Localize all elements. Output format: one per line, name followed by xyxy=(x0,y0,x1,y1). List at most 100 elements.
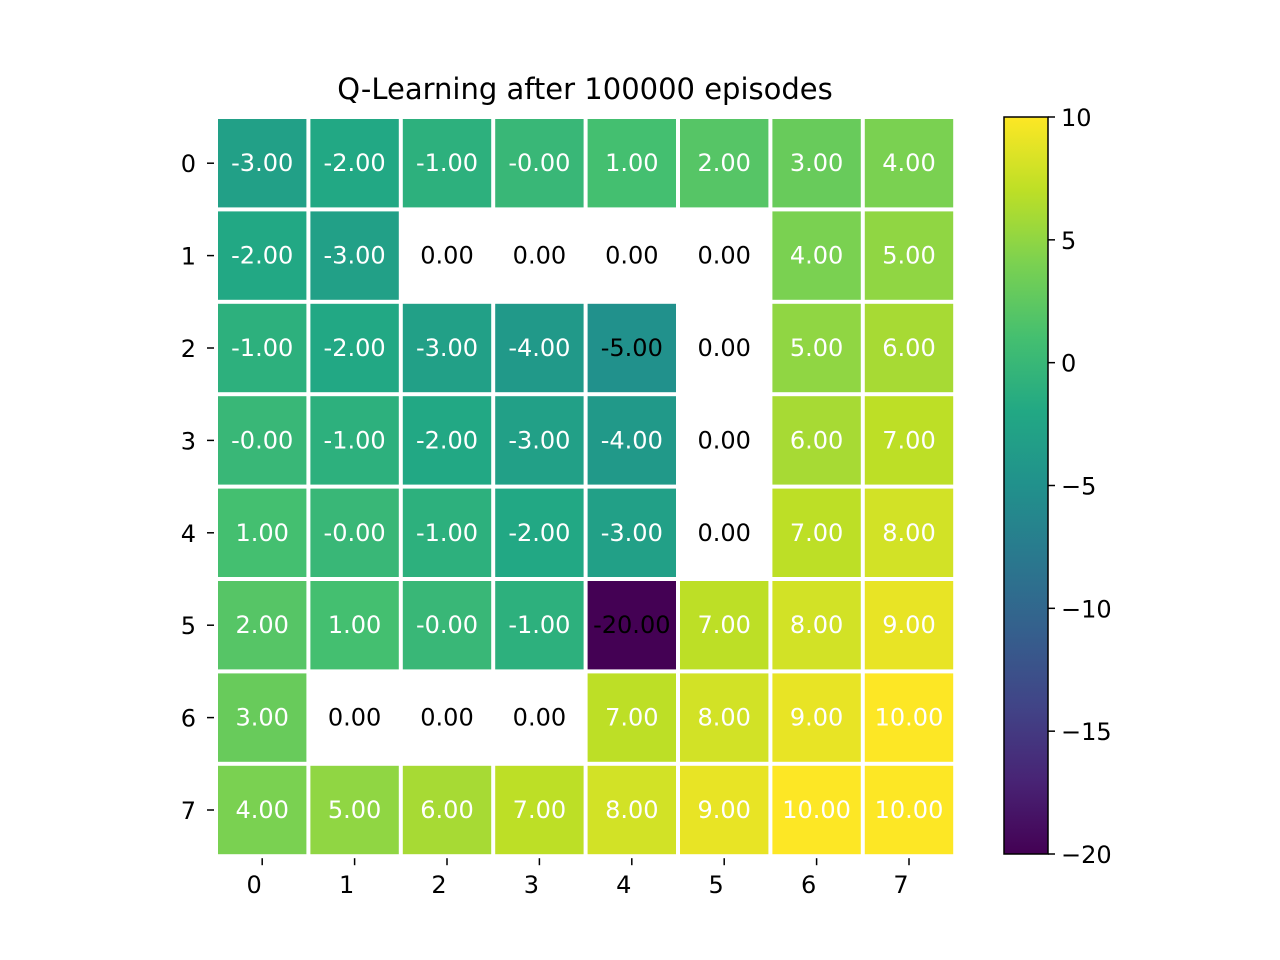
heatmap-cell-3-6 xyxy=(772,396,861,485)
heatmap-cell-3-0 xyxy=(218,396,307,485)
colorbar-tick-label-0: 10 xyxy=(1061,104,1092,132)
heatmap-cell-7-7 xyxy=(864,765,954,855)
heatmap-cell-6-7 xyxy=(864,673,954,762)
cell-value-label-2-6: 5.00 xyxy=(790,334,843,362)
colorbar: 10 5 0 −5 −10 −15 −20 xyxy=(1003,104,1112,869)
cell-value-label-3-4: -4.00 xyxy=(601,426,663,454)
heatmap-cell-0-0 xyxy=(218,119,307,208)
cell-value-label-3-6: 6.00 xyxy=(790,426,843,454)
heatmap-cell-2-1 xyxy=(310,303,399,393)
cell-value-label-7-5: 9.00 xyxy=(697,796,750,824)
heatmap-cell-0-7 xyxy=(864,119,954,208)
heatmap-cell-7-5 xyxy=(680,765,769,855)
cell-value-label-1-5: 0.00 xyxy=(697,242,750,270)
heatmap-cell-0-5 xyxy=(680,119,769,208)
heatmap-cell-4-4 xyxy=(587,488,676,577)
cell-value-label-5-7: 9.00 xyxy=(882,611,935,639)
heatmap-cell-4-7 xyxy=(864,488,954,577)
cell-value-label-3-7: 7.00 xyxy=(882,426,935,454)
heatmap-cell-4-3 xyxy=(495,488,584,577)
cell-value-label-2-7: 6.00 xyxy=(882,334,935,362)
cell-value-label-3-5: 0.00 xyxy=(697,426,750,454)
cell-value-label-6-0: 3.00 xyxy=(235,704,288,732)
x-tick-label-7: 7 xyxy=(893,871,908,899)
heatmap-cell-6-0 xyxy=(218,673,307,762)
heatmap-cell-2-4 xyxy=(587,303,676,393)
cell-value-label-0-1: -2.00 xyxy=(324,149,386,177)
colorbar-tick-label-2: 0 xyxy=(1061,350,1076,378)
x-tick-label-0: 0 xyxy=(247,871,262,899)
heatmap-cell-3-2 xyxy=(402,396,492,485)
cell-value-label-6-1: 0.00 xyxy=(328,704,381,732)
cell-value-label-2-0: -1.00 xyxy=(231,334,293,362)
heatmap-cell-3-1 xyxy=(310,396,399,485)
heatmap-cell-0-1 xyxy=(310,119,399,208)
heatmap-cell-7-2 xyxy=(402,765,492,855)
cell-value-label-3-1: -1.00 xyxy=(324,426,386,454)
cell-value-label-4-1: -0.00 xyxy=(324,519,386,547)
cell-value-label-6-4: 7.00 xyxy=(605,704,658,732)
y-tick-label-5: 5 xyxy=(181,612,196,640)
x-tick-label-4: 4 xyxy=(616,871,631,899)
cell-value-label-7-7: 10.00 xyxy=(875,796,944,824)
heatmap-cell-7-3 xyxy=(495,765,584,855)
x-tick-label-3: 3 xyxy=(524,871,539,899)
cell-value-label-5-6: 8.00 xyxy=(790,611,843,639)
cell-value-label-2-4: -5.00 xyxy=(601,334,663,362)
heatmap-cell-7-1 xyxy=(310,765,399,855)
heatmap-cell-3-4 xyxy=(587,396,676,485)
heatmap-cell-4-6 xyxy=(772,488,861,577)
cell-value-label-6-6: 9.00 xyxy=(790,704,843,732)
cell-value-label-2-5: 0.00 xyxy=(697,334,750,362)
cell-value-label-0-4: 1.00 xyxy=(605,149,658,177)
heatmap-cell-0-4 xyxy=(587,119,676,208)
x-axis: 0 1 2 3 4 5 6 7 xyxy=(247,858,910,899)
heatmap-cell-6-5 xyxy=(680,673,769,762)
cell-value-label-1-7: 5.00 xyxy=(882,242,935,270)
cell-value-label-6-5: 8.00 xyxy=(697,704,750,732)
cell-value-label-1-6: 4.00 xyxy=(790,242,843,270)
chart-title: Q-Learning after 100000 episodes xyxy=(337,72,832,106)
heatmap-cell-1-0 xyxy=(218,211,307,300)
cell-value-label-5-0: 2.00 xyxy=(235,611,288,639)
cell-value-label-7-0: 4.00 xyxy=(235,796,288,824)
heatmap-cells: -3.00 -2.00 -1.00 -0.00 1.00 2.00 3.00 4.00 -2.0… xyxy=(218,119,954,855)
y-tick-label-7: 7 xyxy=(181,797,196,825)
cell-value-label-3-2: -2.00 xyxy=(416,426,478,454)
heatmap-cell-3-7 xyxy=(864,396,954,485)
heatmap-cell-1-1 xyxy=(310,211,399,300)
y-tick-label-3: 3 xyxy=(181,427,196,455)
cell-value-label-2-2: -3.00 xyxy=(416,334,478,362)
heatmap-cell-5-5 xyxy=(680,581,769,670)
heatmap-cell-5-1 xyxy=(310,581,399,670)
heatmap-cell-2-7 xyxy=(864,303,954,393)
cell-value-label-4-6: 7.00 xyxy=(790,519,843,547)
cell-value-label-4-0: 1.00 xyxy=(235,519,288,547)
cell-value-label-2-1: -2.00 xyxy=(324,334,386,362)
cell-value-label-5-4: -20.00 xyxy=(593,611,670,639)
heatmap-cell-0-3 xyxy=(495,119,584,208)
cell-value-label-0-5: 2.00 xyxy=(697,149,750,177)
cell-value-label-6-3: 0.00 xyxy=(513,704,566,732)
cell-value-label-7-3: 7.00 xyxy=(513,796,566,824)
x-tick-label-1: 1 xyxy=(339,871,354,899)
heatmap-cell-5-3 xyxy=(495,581,584,670)
cell-value-label-0-6: 3.00 xyxy=(790,149,843,177)
colorbar-tick-label-5: −15 xyxy=(1061,718,1112,746)
cell-value-label-3-0: -0.00 xyxy=(231,426,293,454)
heatmap-cell-0-6 xyxy=(772,119,861,208)
colorbar-tick-label-6: −20 xyxy=(1061,841,1112,869)
heatmap-cell-0-2 xyxy=(402,119,492,208)
heatmap-cell-2-0 xyxy=(218,303,307,393)
colorbar-tick-label-1: 5 xyxy=(1061,227,1076,255)
cell-value-label-5-3: -1.00 xyxy=(508,611,570,639)
cell-value-label-7-2: 6.00 xyxy=(420,796,473,824)
heatmap-cell-4-1 xyxy=(310,488,399,577)
cell-value-label-2-3: -4.00 xyxy=(508,334,570,362)
colorbar-gradient xyxy=(1003,116,1049,855)
cell-value-label-6-7: 10.00 xyxy=(875,704,944,732)
cell-value-label-0-2: -1.00 xyxy=(416,149,478,177)
y-tick-label-2: 2 xyxy=(181,335,196,363)
cell-value-label-5-1: 1.00 xyxy=(328,611,381,639)
